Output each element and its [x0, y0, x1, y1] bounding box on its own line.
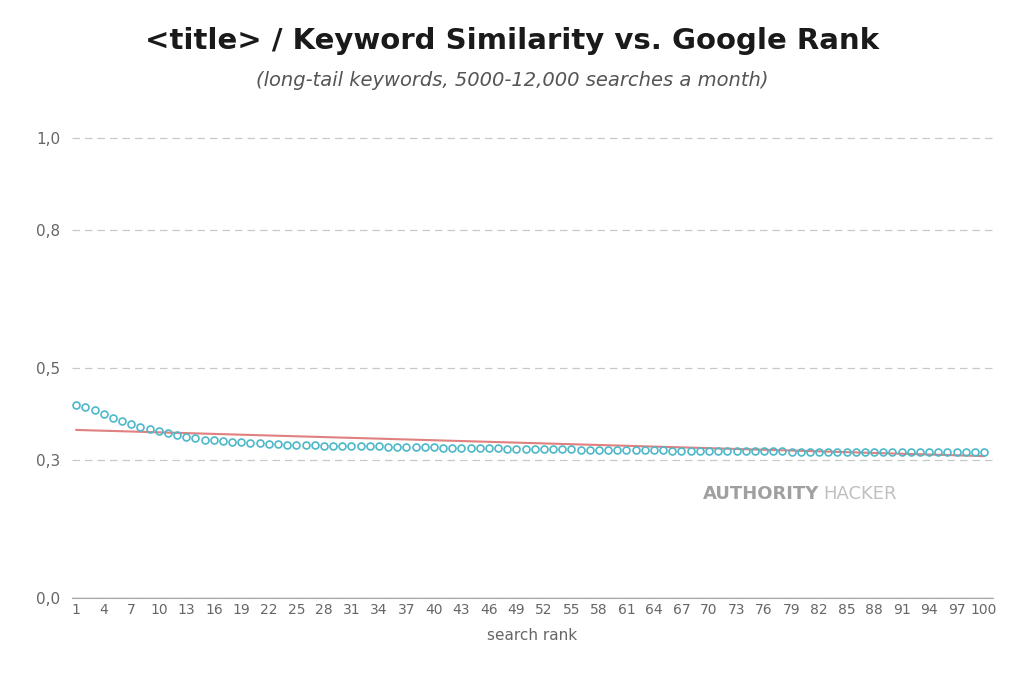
Text: (long-tail keywords, 5000-12,000 searches a month): (long-tail keywords, 5000-12,000 searche… — [256, 71, 768, 90]
Text: <title> / Keyword Similarity vs. Google Rank: <title> / Keyword Similarity vs. Google … — [145, 27, 879, 55]
X-axis label: search rank: search rank — [487, 628, 578, 643]
Text: HACKER: HACKER — [823, 485, 897, 503]
Text: AUTHORITY: AUTHORITY — [702, 485, 819, 503]
